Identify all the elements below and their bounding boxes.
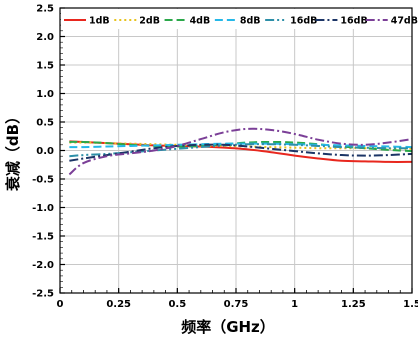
series-line-4 — [69, 143, 413, 158]
series-line-5 — [69, 143, 413, 162]
legend: 1dB 2dB 4dB 8dB 16dB 16dB 47dB — [61, 9, 418, 29]
series-line-3 — [69, 142, 413, 149]
legend-label: 8dB — [240, 16, 261, 27]
x-tick-label: 1.5 — [403, 299, 418, 310]
x-tick-label: 0 — [57, 299, 64, 310]
grid-lines — [59, 7, 413, 294]
y-tick-label: -2.0 — [32, 260, 54, 271]
y-axis-label: 衰减（dB） — [4, 109, 22, 192]
y-tick-label: -2.5 — [32, 289, 54, 300]
x-tick-label: 0.5 — [168, 299, 186, 310]
axes: 0 0.25 0.5 0.75 1 1.25 1.5 -2.5 -2.0 -1.5 -1.0 -0.5… — [32, 4, 418, 311]
legend-label: 47dB — [391, 16, 418, 27]
x-tick-label: 1 — [291, 299, 298, 310]
x-axis-label: 频率（GHz） — [181, 318, 275, 336]
y-tick-label: 1.5 — [36, 61, 54, 72]
x-tick-label: 0.25 — [106, 299, 131, 310]
series-line-6 — [68, 127, 413, 176]
legend-label: 16dB — [290, 16, 317, 27]
x-tick-label: 1.25 — [341, 299, 366, 310]
y-tick-label: 0.0 — [36, 146, 54, 157]
y-tick-label: 2.5 — [36, 4, 54, 15]
plot-area — [68, 127, 413, 176]
series-line-1 — [69, 141, 413, 150]
legend-label: 4dB — [190, 16, 211, 27]
y-tick-label: -1.0 — [32, 203, 54, 214]
legend-label: 2dB — [139, 16, 160, 27]
y-tick-label: 2.0 — [36, 32, 54, 43]
legend-label: 1dB — [89, 16, 110, 27]
y-tick-label: 1.0 — [36, 89, 54, 100]
legend-label: 16dB — [340, 16, 367, 27]
y-tick-label: 0.5 — [36, 118, 54, 129]
legend-background — [61, 9, 411, 29]
series-line-2 — [69, 140, 413, 153]
x-tick-label: 0.75 — [224, 299, 249, 310]
y-tick-label: -1.5 — [32, 232, 54, 243]
y-tick-label: -0.5 — [32, 175, 54, 186]
